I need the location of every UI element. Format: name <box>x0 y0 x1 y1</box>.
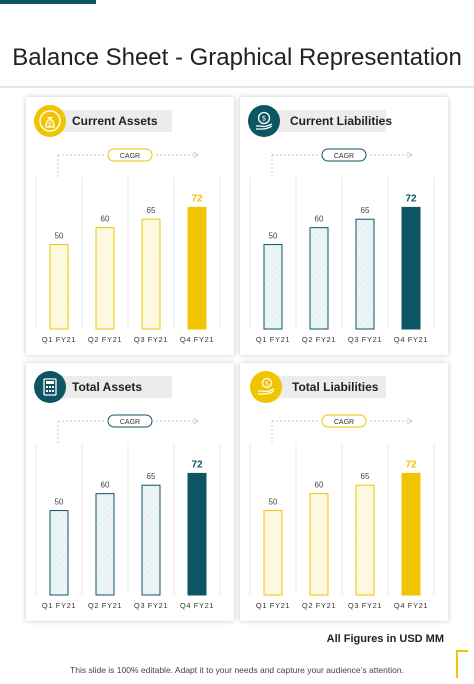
cagr-label: CAGR <box>334 153 354 160</box>
bar <box>187 206 207 330</box>
bar <box>401 472 421 596</box>
cagr-pill <box>107 148 153 162</box>
panel-current-assets: $ Current Assets CAGR 50 Q1 FY21 60 Q2 FY21 6… <box>26 97 234 355</box>
data-label: 72 <box>405 459 417 470</box>
cagr-label: CAGR <box>120 419 140 426</box>
page-title: Balance Sheet - Graphical Representation <box>12 44 462 71</box>
cagr-arrow-icon <box>192 417 199 425</box>
x-tick-label: Q3 FY21 <box>134 601 168 610</box>
cagr-pill <box>321 414 367 428</box>
x-tick-label: Q2 FY21 <box>88 601 122 610</box>
x-tick-label: Q2 FY21 <box>88 335 122 344</box>
bar <box>309 493 329 596</box>
data-label: 72 <box>191 193 203 204</box>
bar <box>49 244 69 330</box>
bar <box>187 472 207 596</box>
panel-label: Total Liabilities <box>292 380 379 394</box>
data-label: 65 <box>361 206 370 215</box>
data-label: 65 <box>361 472 370 481</box>
x-tick-label: Q1 FY21 <box>256 335 290 344</box>
x-tick-label: Q2 FY21 <box>302 335 336 344</box>
data-label: 60 <box>315 215 324 224</box>
cagr-pill <box>107 414 153 428</box>
data-label: 50 <box>269 232 278 241</box>
data-label: 65 <box>147 206 156 215</box>
data-label: 50 <box>55 498 64 507</box>
x-tick-label: Q1 FY21 <box>256 601 290 610</box>
data-label: 50 <box>269 498 278 507</box>
panel-label-box <box>50 376 172 398</box>
cagr-arrow-icon <box>406 151 413 159</box>
title-divider <box>0 86 474 88</box>
corner-accent <box>456 650 468 678</box>
x-tick-label: Q1 FY21 <box>42 601 76 610</box>
bar <box>401 206 421 330</box>
x-tick-label: Q3 FY21 <box>134 335 168 344</box>
x-tick-label: Q4 FY21 <box>180 335 214 344</box>
cagr-label: CAGR <box>120 153 140 160</box>
svg-text:$: $ <box>48 121 52 128</box>
svg-text:$: $ <box>265 380 269 387</box>
panel-label: Current Assets <box>72 114 158 128</box>
top-accent-bar <box>0 0 96 4</box>
bar <box>263 244 283 330</box>
bar-chart: CAGR 50 Q1 FY21 60 Q2 FY21 65 Q3 FY21 72 Q4 FY21 <box>249 414 435 610</box>
panel-label-box <box>264 110 386 132</box>
panel-label-box <box>46 110 172 132</box>
panel-total-assets: Total Assets CAGR 50 Q1 FY21 60 Q2 FY21 65 Q3 … <box>26 363 234 621</box>
bar <box>355 218 375 330</box>
money-bag-icon: $ <box>34 105 66 137</box>
x-tick-label: Q3 FY21 <box>348 601 382 610</box>
calculator-icon <box>34 371 66 403</box>
panel-label-box <box>264 376 386 398</box>
bar-chart: CAGR 50 Q1 FY21 60 Q2 FY21 65 Q3 FY21 72 Q4 FY21 <box>35 148 221 344</box>
panel-label: Total Assets <box>72 380 143 394</box>
hand-coin-icon: $ <box>250 371 282 403</box>
data-label: 72 <box>405 193 417 204</box>
panel-total-liabilities: $ Total Liabilities CAGR 50 Q1 FY21 60 Q2 FY… <box>240 363 448 621</box>
figures-note: All Figures in USD MM <box>326 633 444 645</box>
panel-current-liabilities: $ Current Liabilities CAGR 50 Q1 FY21 60 Q2 … <box>240 97 448 355</box>
bar <box>263 510 283 596</box>
cagr-pill <box>321 148 367 162</box>
data-label: 60 <box>101 215 110 224</box>
bar-chart: CAGR 50 Q1 FY21 60 Q2 FY21 65 Q3 FY21 72 Q4 FY21 <box>35 414 221 610</box>
bar <box>141 484 161 596</box>
cagr-label: CAGR <box>334 419 354 426</box>
bar <box>95 227 115 330</box>
bar-chart: CAGR 50 Q1 FY21 60 Q2 FY21 65 Q3 FY21 72 Q4 FY21 <box>249 148 435 344</box>
hand-money-icon: $ <box>248 105 280 137</box>
cagr-arrow-icon <box>192 151 199 159</box>
data-label: 72 <box>191 459 203 470</box>
x-tick-label: Q4 FY21 <box>394 335 428 344</box>
x-tick-label: Q4 FY21 <box>180 601 214 610</box>
data-label: 50 <box>55 232 64 241</box>
data-label: 65 <box>147 472 156 481</box>
bar <box>141 218 161 330</box>
bar <box>95 493 115 596</box>
x-tick-label: Q1 FY21 <box>42 335 76 344</box>
footer-note: This slide is 100% editable. Adapt it to… <box>70 665 404 675</box>
bar <box>355 484 375 596</box>
data-label: 60 <box>101 481 110 490</box>
cagr-arrow-icon <box>406 417 413 425</box>
x-tick-label: Q4 FY21 <box>394 601 428 610</box>
bar <box>309 227 329 330</box>
panel-label: Current Liabilities <box>290 114 393 128</box>
x-tick-label: Q3 FY21 <box>348 335 382 344</box>
data-label: 60 <box>315 481 324 490</box>
svg-text:$: $ <box>262 115 266 123</box>
bar <box>49 510 69 596</box>
x-tick-label: Q2 FY21 <box>302 601 336 610</box>
